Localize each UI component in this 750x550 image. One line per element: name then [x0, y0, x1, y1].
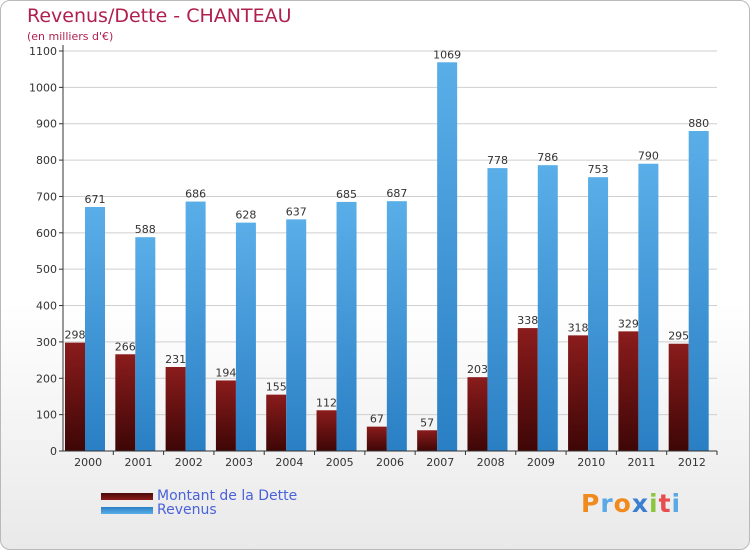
legend-label-dette: Montant de la Dette [157, 488, 298, 504]
logo-letter: i [671, 489, 682, 518]
bar-revenus [537, 165, 558, 451]
bar-dette [65, 342, 85, 451]
logo-letter: i [649, 489, 659, 518]
value-label-revenus: 778 [487, 154, 508, 167]
value-label-dette: 155 [266, 381, 287, 394]
x-tick-label: 2000 [74, 456, 102, 469]
value-label-revenus: 686 [185, 188, 206, 201]
x-tick-label: 2002 [175, 456, 203, 469]
value-label-dette: 57 [420, 416, 434, 429]
bar-revenus [85, 207, 105, 451]
bar-dette [417, 430, 438, 451]
y-tick-label: 900 [36, 118, 57, 131]
bar-revenus [235, 222, 256, 451]
legend-label-revenus: Revenus [157, 502, 217, 518]
proxiti-logo: Proxiti [581, 489, 681, 518]
value-label-dette: 231 [165, 353, 186, 366]
logo-letter: t [658, 489, 672, 518]
value-label-dette: 295 [668, 330, 689, 343]
value-label-revenus: 588 [135, 223, 156, 236]
y-tick-label: 0 [50, 445, 57, 458]
chart-title: Revenus/Dette - CHANTEAU [27, 5, 292, 27]
value-label-dette: 266 [115, 340, 136, 353]
x-tick-label: 2012 [678, 456, 706, 469]
bar-dette [215, 380, 236, 451]
bar-revenus [135, 237, 156, 451]
value-label-revenus: 1069 [433, 48, 461, 61]
bar-revenus [588, 177, 609, 451]
logo-letter: x [631, 489, 649, 518]
bar-revenus [286, 219, 307, 451]
value-label-dette: 298 [65, 329, 86, 342]
value-label-revenus: 628 [235, 209, 256, 222]
x-tick-label: 2004 [275, 456, 303, 469]
x-tick-label: 2010 [577, 456, 605, 469]
x-tick-label: 2008 [477, 456, 505, 469]
bar-dette [618, 331, 639, 451]
x-tick-label: 2011 [628, 456, 656, 469]
y-tick-label: 300 [36, 336, 57, 349]
value-label-dette: 329 [618, 317, 639, 330]
bar-revenus [688, 131, 709, 451]
value-label-revenus: 753 [588, 163, 609, 176]
bar-dette [115, 354, 136, 451]
legend-item-dette: Montant de la Dette [101, 489, 297, 503]
logo-letter: o [613, 489, 632, 518]
bar-dette [266, 394, 287, 451]
value-label-dette: 318 [568, 321, 589, 334]
bar-dette [316, 410, 337, 451]
x-tick-label: 2005 [326, 456, 354, 469]
logo-letter: r [600, 489, 614, 518]
bar-revenus [487, 168, 508, 451]
y-tick-label: 400 [36, 300, 57, 313]
value-label-revenus: 637 [286, 205, 307, 218]
y-tick-label: 600 [36, 227, 57, 240]
x-tick-label: 2006 [376, 456, 404, 469]
value-label-dette: 67 [370, 413, 384, 426]
bar-revenus [638, 163, 659, 451]
value-label-revenus: 685 [336, 188, 357, 201]
bar-revenus [185, 201, 206, 451]
chart-subtitle: (en milliers d'€) [27, 30, 114, 43]
bar-revenus [336, 201, 357, 451]
bar-dette [366, 426, 387, 451]
y-tick-label: 700 [36, 190, 57, 203]
bar-dette [517, 328, 538, 451]
x-tick-label: 2001 [124, 456, 152, 469]
value-label-revenus: 790 [638, 150, 659, 163]
x-tick-label: 2007 [426, 456, 454, 469]
value-label-dette: 203 [467, 363, 488, 376]
value-label-revenus: 786 [537, 151, 558, 164]
y-tick-label: 100 [36, 409, 57, 422]
legend-swatch-dette [101, 492, 153, 500]
y-tick-label: 200 [36, 372, 57, 385]
x-tick-label: 2003 [225, 456, 253, 469]
legend-item-revenus: Revenus [101, 503, 217, 517]
value-label-dette: 194 [215, 366, 236, 379]
bar-dette [668, 343, 689, 451]
y-tick-label: 800 [36, 154, 57, 167]
value-label-revenus: 671 [85, 193, 106, 206]
y-tick-label: 500 [36, 263, 57, 276]
bar-dette [165, 367, 186, 451]
logo-letter: P [581, 489, 601, 518]
value-label-dette: 112 [316, 396, 337, 409]
bar-revenus [386, 201, 407, 451]
bar-dette [467, 377, 488, 451]
bar-revenus [437, 62, 458, 451]
y-tick-label: 1000 [29, 81, 57, 94]
value-label-revenus: 880 [688, 117, 709, 130]
x-tick-label: 2009 [527, 456, 555, 469]
bar-dette [568, 335, 589, 451]
legend-swatch-revenus [101, 506, 153, 514]
value-label-dette: 338 [517, 314, 538, 327]
value-label-revenus: 687 [386, 187, 407, 200]
y-tick-label: 1100 [29, 45, 57, 58]
